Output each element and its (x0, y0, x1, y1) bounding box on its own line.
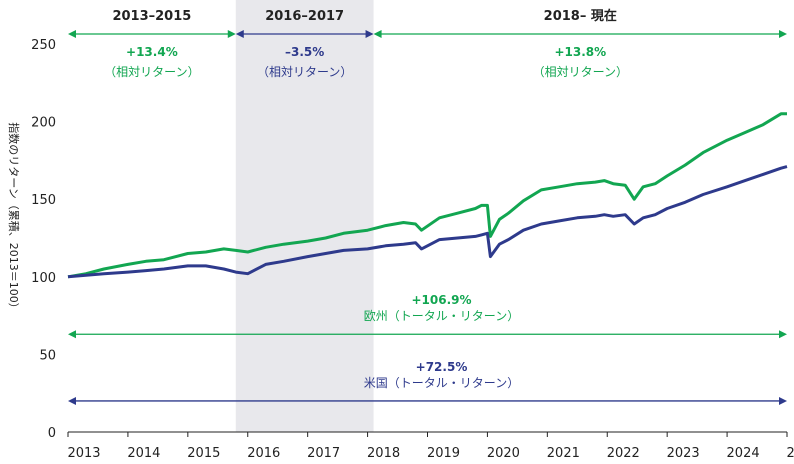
series-line-us (67, 165, 788, 279)
period-label: 2016–2017 (265, 9, 344, 24)
y-tick-label: 0 (48, 426, 56, 441)
period-arrow-head-left (235, 30, 244, 38)
y-tick-label: 150 (31, 193, 56, 208)
y-tick-label: 50 (39, 348, 56, 363)
x-tick-label: 2025 (786, 446, 794, 461)
total-arrow-head-right (779, 330, 787, 339)
period-arrow-head-left (373, 30, 382, 38)
period-return-note: （相対リターン） (104, 65, 199, 79)
x-tick-label: 2018 (367, 446, 400, 461)
x-tick-label: 2019 (427, 446, 460, 461)
total-return-label: 欧州（トータル・リターン） (364, 309, 519, 323)
x-tick-label: 2024 (727, 446, 760, 461)
x-tick-label: 2013 (67, 446, 100, 461)
series-line-europe (67, 112, 787, 279)
total-return-label: 米国（トータル・リターン） (364, 376, 519, 390)
period-return-note: （相対リターン） (533, 65, 628, 79)
x-tick-label: 2023 (667, 446, 700, 461)
total-arrow-head-left (68, 396, 76, 405)
x-tick-label: 2021 (547, 446, 580, 461)
period-arrow-head-left (68, 30, 76, 38)
period-label: 2018– 現在 (544, 8, 617, 24)
total-arrow-head-right (779, 396, 787, 405)
period-arrow-head-right (365, 30, 374, 38)
period-return-value: +13.4% (126, 45, 178, 59)
period-label: 2013–2015 (112, 9, 191, 24)
x-tick-label: 2020 (487, 446, 520, 461)
x-tick-label: 2014 (127, 446, 160, 461)
shaded-period-band (235, 0, 374, 432)
total-return-value: +72.5% (416, 360, 468, 374)
x-tick-label: 2022 (607, 446, 640, 461)
x-tick-label: 2017 (307, 446, 340, 461)
period-return-value: –3.5% (285, 45, 324, 59)
y-tick-label: 200 (31, 116, 56, 131)
y-tick-label: 250 (31, 38, 56, 53)
period-return-note: （相対リターン） (257, 65, 352, 79)
period-arrow-head-right (779, 30, 787, 38)
x-tick-label: 2016 (247, 446, 280, 461)
y-tick-label: 100 (31, 271, 56, 286)
y-axis-label: 指数のリターン（累積、2013＝100） (7, 122, 21, 313)
total-arrow-head-left (68, 330, 76, 339)
total-return-value: +106.9% (411, 293, 471, 307)
period-arrow-head-right (227, 30, 236, 38)
x-tick-label: 2015 (187, 446, 220, 461)
period-return-value: +13.8% (554, 45, 606, 59)
